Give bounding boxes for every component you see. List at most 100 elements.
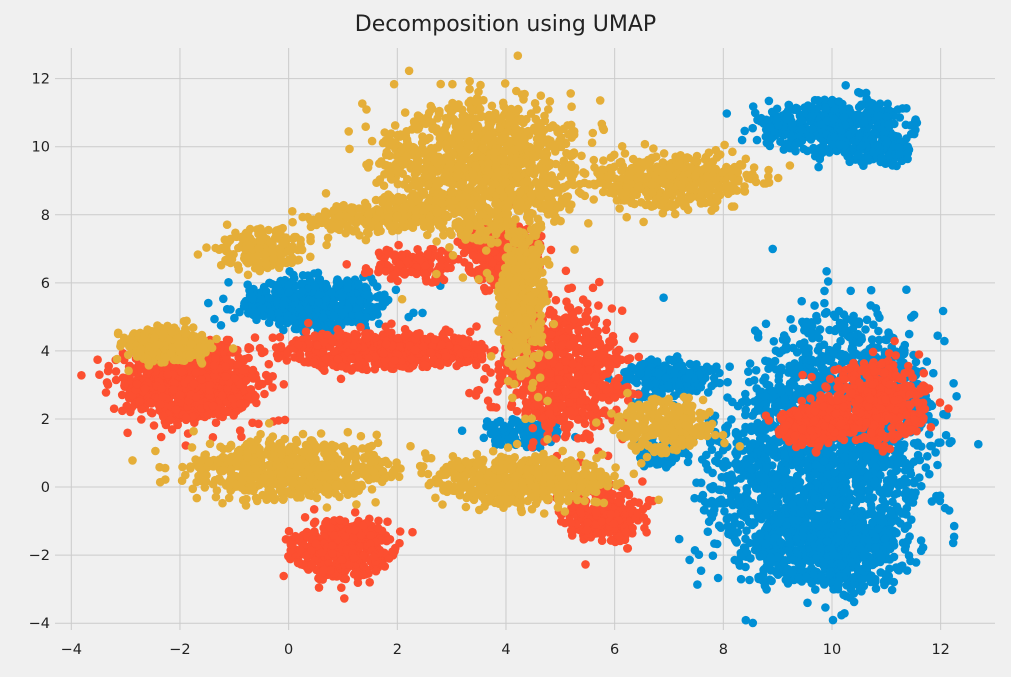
point bbox=[789, 555, 798, 565]
point bbox=[822, 267, 831, 276]
point bbox=[917, 481, 926, 491]
point bbox=[932, 491, 941, 501]
point bbox=[857, 141, 867, 151]
point bbox=[767, 386, 776, 396]
point bbox=[736, 574, 746, 584]
point bbox=[731, 429, 741, 439]
point bbox=[851, 498, 861, 507]
point bbox=[780, 450, 789, 460]
point bbox=[880, 499, 890, 509]
point bbox=[696, 566, 706, 575]
point bbox=[208, 401, 218, 411]
point bbox=[285, 267, 294, 276]
point bbox=[488, 430, 498, 439]
point bbox=[890, 490, 899, 499]
point bbox=[837, 105, 847, 114]
point bbox=[760, 453, 770, 462]
point bbox=[103, 380, 113, 389]
point bbox=[893, 564, 903, 573]
point bbox=[264, 376, 273, 386]
point bbox=[499, 424, 508, 434]
point bbox=[636, 368, 645, 378]
point bbox=[284, 288, 294, 297]
point bbox=[828, 549, 838, 558]
point bbox=[830, 468, 839, 478]
point bbox=[297, 279, 306, 288]
point bbox=[163, 370, 173, 379]
point bbox=[796, 498, 805, 508]
point bbox=[205, 381, 215, 390]
point bbox=[875, 549, 884, 559]
point bbox=[829, 348, 838, 357]
point bbox=[900, 340, 910, 350]
point bbox=[641, 375, 651, 385]
point bbox=[900, 466, 910, 475]
point bbox=[751, 366, 761, 375]
point bbox=[850, 471, 860, 481]
point bbox=[227, 394, 237, 403]
point bbox=[802, 572, 811, 582]
point bbox=[149, 421, 159, 430]
point bbox=[727, 415, 736, 424]
point bbox=[683, 457, 693, 467]
point bbox=[363, 290, 372, 300]
point bbox=[156, 432, 166, 442]
point bbox=[758, 570, 768, 579]
point bbox=[219, 294, 228, 304]
point bbox=[776, 465, 786, 474]
point bbox=[845, 332, 854, 342]
point bbox=[135, 397, 144, 406]
point bbox=[887, 517, 896, 527]
point bbox=[865, 98, 875, 107]
point bbox=[882, 112, 892, 121]
point bbox=[264, 293, 274, 303]
point bbox=[220, 406, 230, 415]
point bbox=[834, 97, 844, 106]
point bbox=[156, 400, 165, 409]
point bbox=[787, 119, 797, 129]
point bbox=[257, 304, 267, 313]
point bbox=[723, 393, 732, 402]
point bbox=[314, 290, 324, 300]
point bbox=[661, 373, 671, 383]
point bbox=[343, 304, 353, 314]
point bbox=[77, 371, 86, 380]
point bbox=[797, 296, 806, 306]
point bbox=[782, 139, 792, 148]
point bbox=[708, 468, 717, 478]
point bbox=[171, 405, 181, 414]
point bbox=[840, 452, 850, 462]
point bbox=[840, 513, 850, 522]
point bbox=[889, 552, 899, 562]
point bbox=[940, 336, 949, 346]
point bbox=[354, 280, 363, 289]
point bbox=[216, 321, 226, 330]
point bbox=[279, 380, 289, 389]
point bbox=[911, 357, 921, 367]
point bbox=[848, 451, 857, 460]
point bbox=[939, 409, 948, 419]
point bbox=[211, 418, 221, 428]
point bbox=[313, 268, 323, 278]
point bbox=[280, 415, 290, 425]
point bbox=[895, 149, 904, 159]
point bbox=[894, 506, 904, 515]
point bbox=[710, 539, 719, 548]
point bbox=[335, 278, 344, 288]
point bbox=[741, 562, 750, 572]
point bbox=[109, 404, 119, 414]
point bbox=[862, 563, 871, 573]
point bbox=[479, 433, 489, 443]
point bbox=[765, 122, 775, 132]
point bbox=[909, 310, 919, 320]
point bbox=[257, 295, 267, 304]
point bbox=[318, 312, 328, 322]
point bbox=[241, 376, 251, 385]
point bbox=[841, 81, 850, 90]
point bbox=[751, 484, 761, 493]
point bbox=[902, 285, 911, 295]
point bbox=[904, 551, 914, 560]
point bbox=[103, 366, 113, 376]
point bbox=[777, 388, 786, 397]
point bbox=[224, 278, 233, 287]
